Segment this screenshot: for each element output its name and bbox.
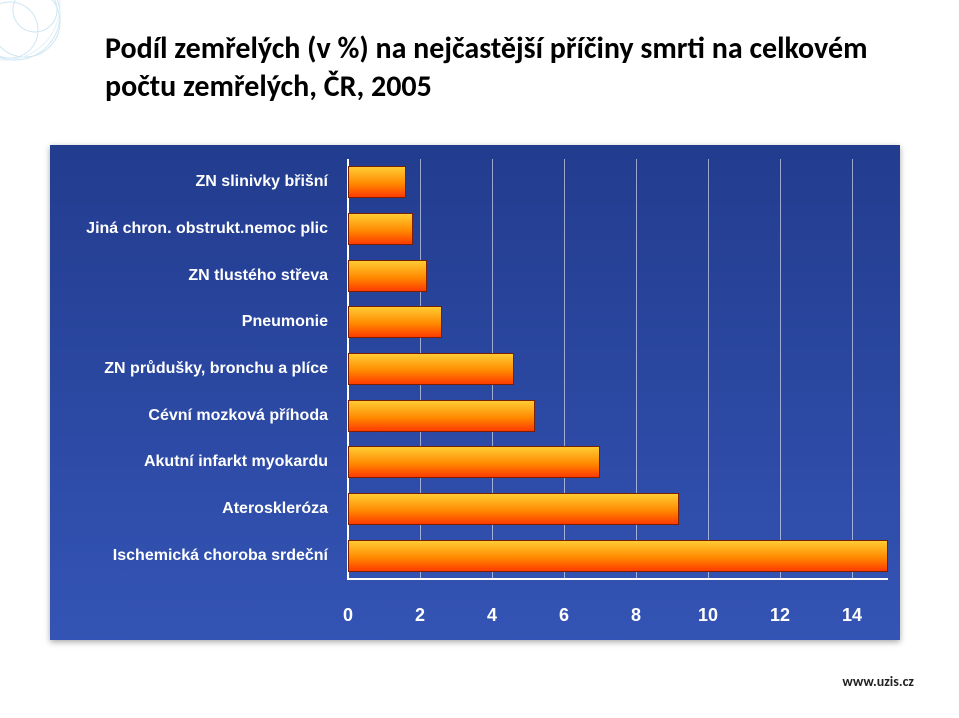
y-category-label: ZN tlustého střeva	[48, 267, 328, 285]
x-tick-label: 2	[405, 605, 435, 626]
x-axis-line	[347, 578, 888, 580]
x-tick-label: 6	[549, 605, 579, 626]
footer-source: www.uzis.cz	[842, 673, 914, 690]
bar	[348, 400, 535, 432]
x-tick-label: 12	[765, 605, 795, 626]
x-tick-label: 4	[477, 605, 507, 626]
bar	[348, 213, 413, 245]
gridline	[708, 159, 709, 579]
gridline	[780, 159, 781, 579]
y-category-label: Cévní mozková příhoda	[48, 407, 328, 425]
bar	[348, 353, 514, 385]
bar	[348, 166, 406, 198]
page-title: Podíl zemřelých (v %) na nejčastější pří…	[105, 30, 899, 105]
y-category-label: Akutní infarkt myokardu	[48, 453, 328, 471]
bar	[348, 540, 888, 572]
gridline	[852, 159, 853, 579]
bar-chart: 0 2 4 6 8 10 12 14 ZN slinivky břišní Jiná chron.…	[50, 145, 900, 640]
x-tick-label: 8	[621, 605, 651, 626]
x-tick-label: 0	[333, 605, 363, 626]
bar	[348, 306, 442, 338]
bar	[348, 446, 600, 478]
plot-area: 02468101214ZN slinivky břišníJiná chron.…	[348, 159, 888, 579]
y-category-label: ZN průdušky, bronchu a plíce	[48, 360, 328, 378]
bar	[348, 260, 427, 292]
y-category-label: Jiná chron. obstrukt.nemoc plic	[48, 220, 328, 238]
y-category-label: Ateroskleróza	[48, 500, 328, 518]
y-category-label: Pneumonie	[48, 313, 328, 331]
x-tick-label: 10	[693, 605, 723, 626]
bar	[348, 493, 679, 525]
x-tick-label: 14	[837, 605, 867, 626]
corner-decoration	[0, 0, 100, 100]
y-category-label: ZN slinivky břišní	[48, 173, 328, 191]
y-category-label: Ischemická choroba srdeční	[48, 547, 328, 565]
